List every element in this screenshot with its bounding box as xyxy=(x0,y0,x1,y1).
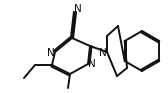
Text: N: N xyxy=(47,48,55,58)
Text: N: N xyxy=(74,4,82,14)
Text: N: N xyxy=(88,59,96,69)
Text: N: N xyxy=(99,48,107,58)
